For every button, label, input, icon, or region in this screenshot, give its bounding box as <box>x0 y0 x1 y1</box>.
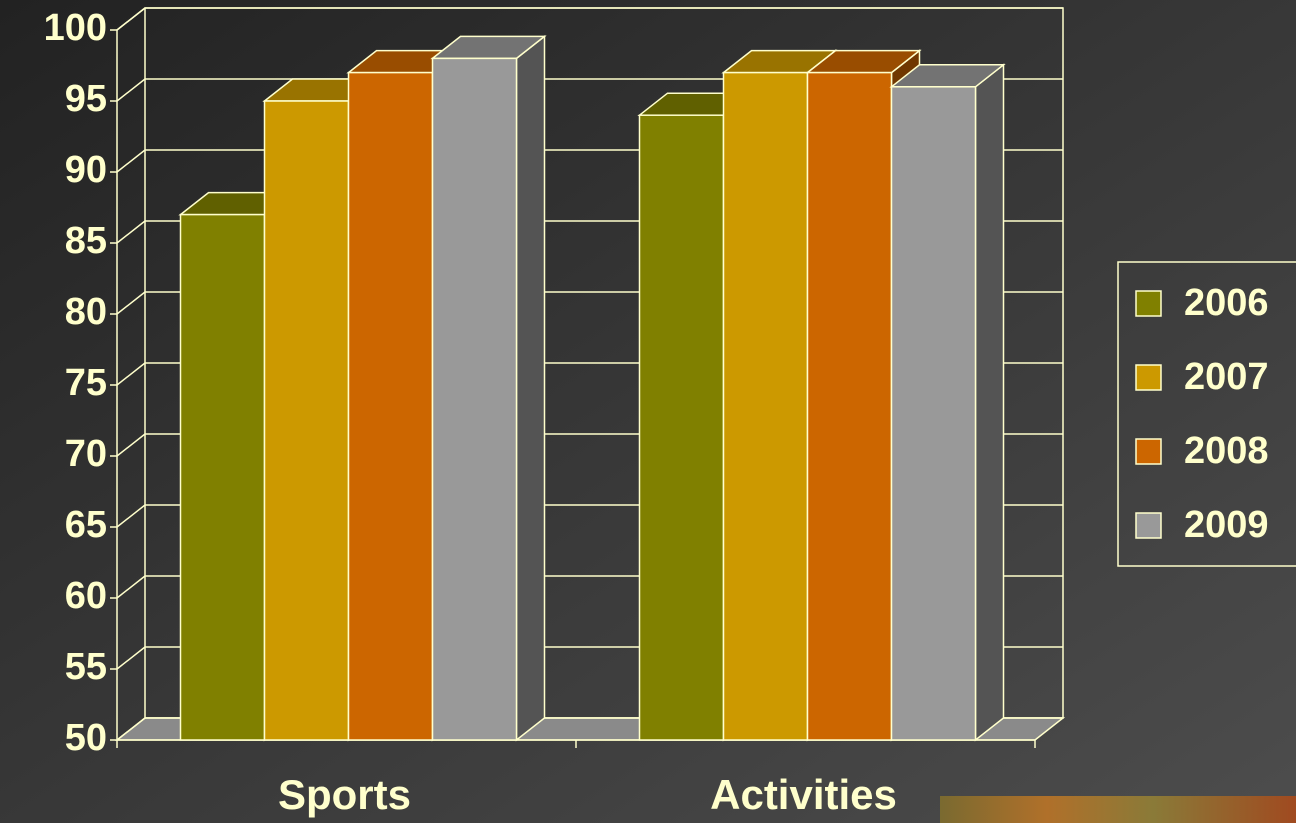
legend-box <box>1117 261 1296 567</box>
legend-label: 2007 <box>1184 356 1269 398</box>
y-tick-label: 75 <box>65 362 107 404</box>
y-tick-label: 55 <box>65 646 107 688</box>
bar <box>347 71 434 741</box>
side-grid-line <box>116 433 146 457</box>
legend-label: 2006 <box>1184 282 1269 324</box>
y-tick-label: 50 <box>65 717 107 759</box>
side-grid-line <box>116 504 146 528</box>
y-tick-label: 70 <box>65 433 107 475</box>
bar <box>179 213 266 741</box>
legend-swatch <box>1135 364 1162 391</box>
bar <box>431 57 518 741</box>
side-grid-line <box>116 220 146 244</box>
plot-area: 50 55 60 65 70 75 80 85 90 95 100 Sports Activities <box>44 7 1066 818</box>
legend: 2006 2007 2008 2009 <box>1135 282 1269 546</box>
side-grid-line <box>116 149 146 173</box>
legend-swatch <box>1135 438 1162 465</box>
y-tick-label: 85 <box>65 220 107 262</box>
y-tick-label: 80 <box>65 291 107 333</box>
y-tick-label: 90 <box>65 149 107 191</box>
bar-side <box>974 63 1005 742</box>
legend-label: 2008 <box>1184 430 1269 472</box>
y-tick-label: 60 <box>65 575 107 617</box>
legend-swatch <box>1135 512 1162 539</box>
bar <box>638 114 725 741</box>
side-grid-line <box>116 78 146 102</box>
y-tick-label: 95 <box>65 78 107 120</box>
bar <box>722 71 809 741</box>
x-tick-label: Sports <box>278 771 411 818</box>
bar-side <box>515 34 546 742</box>
y-tick-label: 65 <box>65 504 107 546</box>
bar <box>890 86 977 741</box>
legend-swatch <box>1135 290 1162 317</box>
side-grid-line <box>116 362 146 386</box>
side-grid-line <box>116 717 146 741</box>
side-grid-line <box>116 7 146 31</box>
side-grid-line <box>116 291 146 315</box>
bar <box>263 100 350 741</box>
legend-label: 2009 <box>1184 504 1269 546</box>
side-grid-line <box>116 646 146 670</box>
side-grid-line <box>116 575 146 599</box>
y-tick-label: 100 <box>44 7 107 49</box>
x-tick-label: Activities <box>710 771 897 818</box>
decorative-strip <box>940 796 1296 823</box>
bar <box>806 71 893 741</box>
